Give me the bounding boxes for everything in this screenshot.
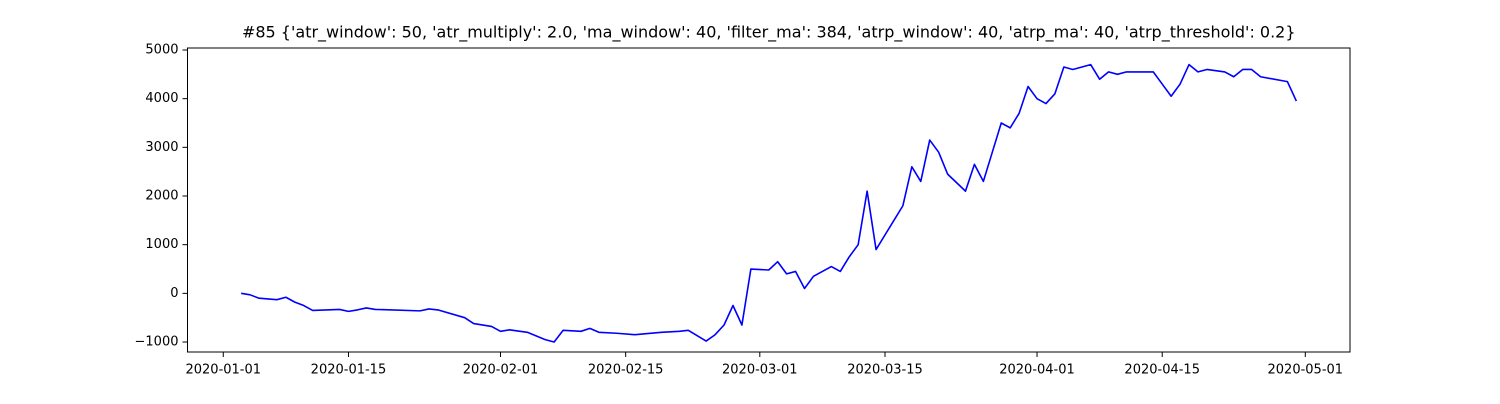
x-tick-label: 2020-02-01 <box>463 363 539 378</box>
x-tick-label: 2020-04-15 <box>1124 363 1200 378</box>
plot-frame <box>187 47 1351 353</box>
data-line <box>241 63 1298 343</box>
x-tick-label: 2020-03-15 <box>847 363 923 378</box>
y-tick-label: 1000 <box>145 237 178 252</box>
x-tick-label: 2020-01-15 <box>311 363 387 378</box>
x-tick-label: 2020-02-15 <box>588 363 664 378</box>
y-tick-label: 5000 <box>145 42 178 57</box>
x-tick-label: 2020-04-01 <box>999 363 1075 378</box>
y-tick-label: −1000 <box>135 335 179 350</box>
y-tick-label: 4000 <box>145 91 178 106</box>
y-tick-label: 2000 <box>145 189 178 204</box>
y-tick-label: 3000 <box>145 140 178 155</box>
x-tick-label: 2020-01-01 <box>185 363 261 378</box>
chart-title: #85 {'atr_window': 50, 'atr_multiply': 2… <box>242 23 1296 43</box>
x-tick-label: 2020-05-01 <box>1268 363 1344 378</box>
x-tick-label: 2020-03-01 <box>722 363 798 378</box>
y-tick-label: 0 <box>170 286 178 301</box>
